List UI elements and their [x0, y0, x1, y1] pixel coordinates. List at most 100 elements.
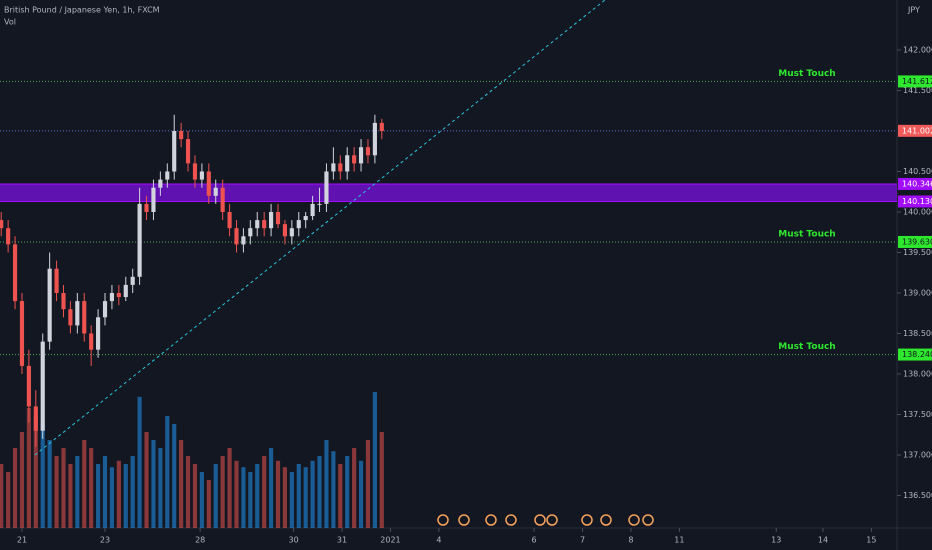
candle-body — [158, 179, 163, 188]
volume-bar — [158, 448, 163, 528]
x-tick-label: 7 — [580, 536, 585, 545]
candle-body — [172, 130, 177, 172]
volume-bar — [165, 416, 170, 528]
candle-body — [54, 268, 59, 294]
volume-bar — [179, 440, 184, 528]
candle-body — [151, 187, 156, 212]
volume-bar — [82, 440, 87, 528]
candle-body — [331, 163, 336, 172]
candle-body — [289, 228, 294, 237]
annotation: Must Touch — [778, 69, 835, 79]
y-tick-label: 137.500 — [903, 410, 932, 419]
volume-bar — [109, 467, 115, 528]
price-label: 140.346 — [902, 179, 932, 188]
x-tick-label: 23 — [100, 536, 110, 545]
volume-bar — [345, 456, 350, 528]
y-tick-label: 142.000 — [903, 45, 932, 54]
candle-body — [206, 171, 211, 196]
volume-bar — [151, 440, 156, 528]
event-icon[interactable] — [546, 514, 558, 526]
candle-body — [19, 301, 25, 366]
volume-bar — [269, 448, 274, 528]
candle-body — [61, 293, 66, 310]
price-label: 141.612 — [902, 77, 932, 86]
plot-area: Must Touch Must Touch Must Touch — [0, 0, 897, 528]
candle-body — [227, 211, 232, 229]
volume-bar — [68, 464, 73, 528]
candle-body — [68, 309, 73, 326]
x-tick-label: 2021 — [380, 536, 400, 545]
price-label-box — [898, 348, 932, 361]
volume-bar — [379, 432, 384, 528]
chart-title: British Pound / Japanese Yen, 1h, FXCM — [4, 6, 160, 15]
y-tick-label: 136.500 — [903, 491, 932, 500]
event-icon[interactable] — [581, 514, 593, 526]
event-icon[interactable] — [642, 514, 654, 526]
volume-bar — [47, 440, 52, 528]
price-label-box — [898, 195, 932, 208]
volume-bar — [234, 460, 239, 528]
volume-bar — [248, 472, 253, 528]
candle-body — [137, 203, 142, 277]
volume-bar — [96, 464, 101, 528]
y-tick-label: 140.500 — [903, 167, 932, 176]
volume-bar — [12, 448, 18, 528]
event-icon[interactable] — [485, 514, 497, 526]
candle-body — [123, 284, 128, 298]
volume-bar — [40, 424, 45, 528]
candle-body — [358, 147, 364, 164]
volume-bar — [296, 464, 301, 528]
event-icon[interactable] — [437, 514, 449, 526]
price-label-box — [898, 177, 932, 190]
candle-body — [234, 228, 239, 245]
price-label: 138.240 — [902, 350, 932, 359]
price-label: 139.630 — [902, 237, 932, 246]
candle-body — [165, 171, 170, 180]
candle-body — [40, 341, 45, 431]
candle-body — [12, 244, 18, 302]
candle-body — [352, 155, 357, 164]
volume-bar — [282, 467, 288, 528]
event-icon[interactable] — [600, 514, 612, 526]
candle-body — [255, 220, 260, 229]
candle-body — [47, 268, 52, 342]
volume-bar — [324, 440, 329, 528]
candle-body — [6, 228, 11, 245]
candle-body — [0, 220, 4, 229]
volume-bar — [310, 460, 315, 528]
candle-body — [310, 203, 315, 217]
event-icon[interactable] — [628, 514, 640, 526]
x-tick-label: 14 — [818, 536, 828, 545]
price-label-box — [898, 235, 932, 248]
volume-bar — [213, 464, 218, 528]
price-label: 140.130 — [902, 197, 932, 206]
candle-body — [282, 224, 288, 237]
x-tick-label: 4 — [436, 536, 441, 545]
price-label: 141.002 — [902, 126, 932, 135]
candle-body — [26, 365, 31, 407]
event-icon[interactable] — [505, 514, 517, 526]
y-tick-label: 140.000 — [903, 207, 932, 216]
annotation: Must Touch — [778, 342, 835, 352]
volume-bar — [19, 432, 25, 528]
y-tick-label: 139.500 — [903, 248, 932, 257]
candle-body — [379, 122, 384, 131]
x-tick-label: 31 — [337, 536, 347, 545]
candle-body — [33, 406, 38, 431]
volume-bar — [89, 448, 94, 528]
candle-body — [75, 301, 80, 326]
candle-body — [324, 171, 329, 204]
volume-bar — [338, 464, 343, 528]
y-tick-label: 137.000 — [903, 451, 932, 460]
event-icon[interactable] — [534, 514, 546, 526]
event-icon[interactable] — [458, 514, 470, 526]
candle-body — [144, 203, 149, 212]
y-tick-label: 141.500 — [903, 86, 932, 95]
volume-bar — [331, 451, 336, 528]
event-markers — [437, 514, 654, 526]
volume-bar — [241, 467, 246, 528]
volume-bar — [275, 460, 281, 528]
candle-body — [269, 211, 274, 229]
